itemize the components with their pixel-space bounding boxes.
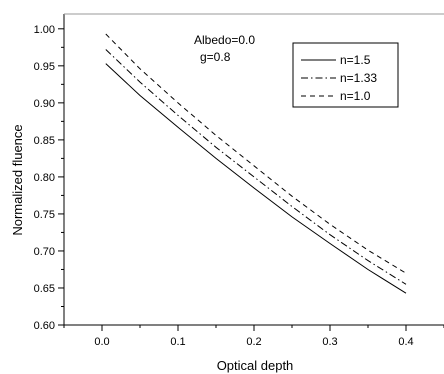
x-tick-label: 0.2 [246, 336, 261, 348]
x-tick-label: 0.3 [322, 336, 337, 348]
legend-label-n1-33: n=1.33 [340, 71, 377, 85]
annotation-g: g=0.8 [200, 50, 231, 64]
y-tick-label: 0.90 [34, 98, 55, 110]
y-tick-label: 0.75 [34, 209, 55, 221]
x-tick-label: 0.4 [398, 336, 413, 348]
ticks: 0.60 0.65 0.70 0.75 0.80 0.85 0.90 0.95 1.00 0.0 0… [34, 24, 444, 348]
legend-label-n1-5: n=1.5 [340, 53, 371, 67]
y-axis-label: Normalized fluence [10, 124, 25, 235]
x-tick-label: 0.1 [170, 336, 185, 348]
series-lines [105, 33, 407, 294]
annotation-albedo: Albedo=0.0 [194, 33, 255, 47]
series-line-n-1-5 [105, 63, 407, 294]
y-tick-label: 1.00 [34, 24, 55, 36]
y-tick-label: 0.85 [34, 135, 55, 147]
y-tick-label: 0.60 [34, 320, 55, 332]
y-tick-label: 0.95 [34, 61, 55, 73]
y-tick-label: 0.65 [34, 283, 55, 295]
series-line-n-1-0 [105, 33, 407, 274]
series-line-n-1-33 [105, 49, 407, 285]
legend-label-n1-0: n=1.0 [340, 89, 371, 103]
x-tick-label: 0.0 [94, 336, 109, 348]
y-tick-label: 0.80 [34, 172, 55, 184]
x-axis-label: Optical depth [217, 358, 294, 373]
y-tick-label: 0.70 [34, 246, 55, 258]
legend: n=1.5 n=1.33 n=1.0 [292, 42, 399, 108]
